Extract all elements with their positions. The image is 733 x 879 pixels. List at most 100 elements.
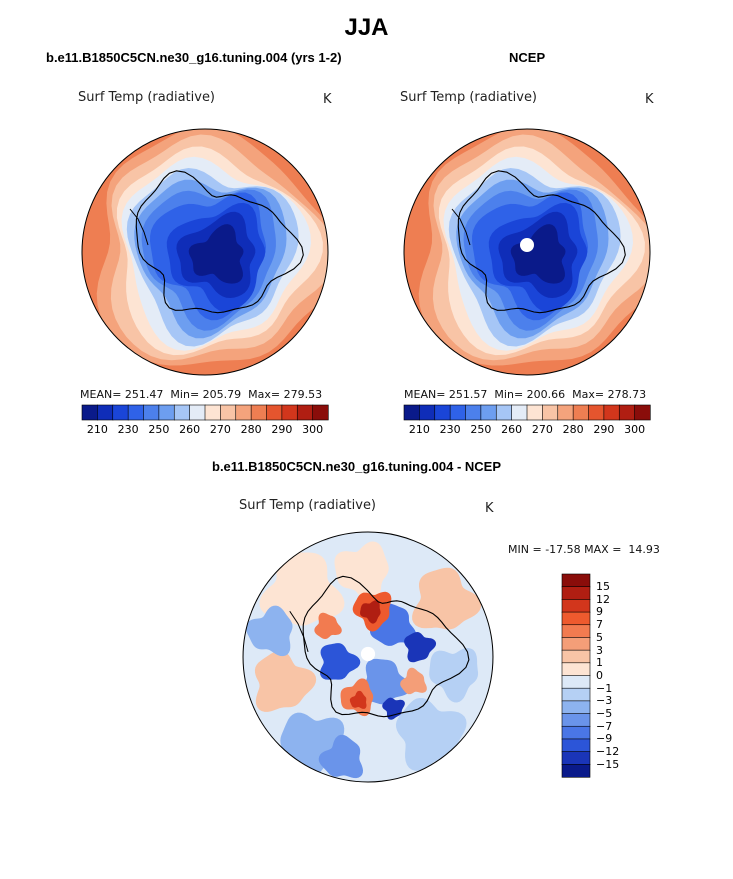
model-colorbar-tick: 290	[271, 423, 293, 436]
model-variable-label: Surf Temp (radiative)	[78, 90, 216, 105]
obs-units-label: K	[645, 92, 654, 107]
obs-colorbar-tick: 250	[470, 423, 492, 436]
obs-colorbar-swatch	[634, 404, 651, 421]
obs-colorbar-swatch	[449, 404, 467, 421]
diff-colorbar-tick: 0	[596, 668, 603, 682]
obs-colorbar	[403, 404, 651, 421]
diff-min-value: -17.58	[545, 543, 581, 556]
diff-peninsula-line	[289, 610, 309, 653]
diff-pole-mask	[360, 646, 376, 662]
diff-variable-label: Surf Temp (radiative)	[239, 498, 377, 513]
obs-colorbar-swatch	[419, 404, 436, 421]
diff-contour-patch	[382, 697, 405, 720]
obs-colorbar-swatch	[434, 404, 451, 421]
obs-colorbar-tick: 230	[439, 423, 461, 436]
diff-colorbar-swatch	[561, 637, 591, 651]
obs-max-label: Max=	[572, 388, 605, 401]
diff-contour-patch	[245, 605, 293, 657]
diff-panel-title: b.e11.B1850C5CN.ne30_g16.tuning.004 - NC…	[212, 459, 502, 474]
model-colorbar-tick: 230	[117, 423, 139, 436]
diff-contour-patch	[259, 552, 345, 626]
obs-colorbar-swatch	[526, 404, 543, 421]
obs-map-border	[403, 128, 651, 376]
diff-colorbar-tick: −1	[596, 681, 613, 695]
diff-contour-patch	[400, 667, 427, 695]
diff-colorbar-ticks: 15 12 9 7 5 3 1 0 −1 −3 −5 −7 −9 −12 −15	[596, 574, 636, 777]
diff-colorbar-swatch	[561, 687, 591, 702]
diff-stats: MIN = -17.58 MAX = 14.93	[508, 543, 660, 556]
diff-colorbar-tick: 5	[596, 630, 603, 644]
diff-map-border	[242, 531, 494, 783]
diff-colorbar-tick: 7	[596, 618, 603, 632]
diff-colorbar-tick: 1	[596, 656, 603, 670]
obs-contour-band	[510, 224, 566, 284]
model-min-value: 205.79	[202, 388, 242, 401]
diff-colorbar-swatch	[561, 725, 591, 740]
diff-coastline	[302, 575, 470, 718]
model-colorbar-tick: 250	[148, 423, 170, 436]
model-colorbar-swatch	[235, 404, 252, 421]
model-mean-value: 251.47	[124, 388, 164, 401]
model-mean-label: MEAN=	[80, 388, 122, 401]
obs-colorbar-swatch	[603, 404, 620, 421]
diff-colorbar	[561, 573, 591, 778]
model-colorbar-swatch	[97, 404, 114, 421]
obs-colorbar-swatch	[511, 404, 528, 421]
obs-panel-title: NCEP	[509, 50, 546, 65]
diff-colorbar-swatch	[561, 675, 591, 689]
obs-mean-value: 251.57	[448, 388, 488, 401]
diff-max-label: MAX =	[584, 543, 622, 556]
diff-colorbar-tick: −3	[596, 694, 613, 708]
diff-colorbar-tick: −5	[596, 706, 613, 720]
diff-colorbar-tick: 12	[596, 592, 610, 606]
model-colorbar-ticks: 210 230 250 260 270 280 290 300	[82, 423, 328, 437]
obs-colorbar-tick: 260	[501, 423, 523, 436]
diff-colorbar-swatch	[561, 751, 591, 765]
obs-min-value: 200.66	[526, 388, 566, 401]
obs-colorbar-ticks: 210 230 250 260 270 280 290 300	[404, 423, 650, 437]
obs-min-label: Min=	[494, 388, 524, 401]
model-stats: MEAN= 251.47 Min= 205.79 Max= 279.53	[80, 388, 322, 401]
diff-colorbar-swatch	[561, 599, 591, 613]
obs-pole-mask	[520, 238, 534, 252]
model-colorbar-tick: 210	[86, 423, 108, 436]
diff-min-label: MIN =	[508, 543, 542, 556]
obs-contours	[404, 129, 650, 375]
diff-colorbar-tick: −9	[596, 732, 613, 746]
obs-colorbar-swatch	[465, 404, 482, 421]
model-colorbar-tick: 260	[179, 423, 201, 436]
obs-coastline	[457, 170, 626, 314]
diff-contour-patch	[314, 612, 342, 640]
model-colorbar-swatch	[220, 404, 237, 421]
diff-colorbar-tick: 9	[596, 605, 603, 619]
diff-colorbar-swatch	[561, 649, 591, 664]
model-contours	[82, 129, 328, 375]
model-colorbar-swatch	[127, 404, 145, 421]
diff-colorbar-swatch	[561, 713, 591, 727]
diff-contour-patch	[254, 650, 317, 712]
diff-colorbar-tick: −7	[596, 719, 613, 733]
obs-colorbar-swatch	[618, 404, 636, 421]
obs-colorbar-tick: 270	[531, 423, 553, 436]
diff-colorbar-swatch	[561, 764, 591, 778]
diff-colorbar-tick: 15	[596, 580, 610, 594]
model-colorbar-swatch	[112, 404, 129, 421]
diff-colorbar-swatch	[561, 573, 591, 588]
model-colorbar-swatch	[250, 404, 268, 421]
model-colorbar-swatch	[81, 404, 98, 421]
diff-colorbar-swatch	[561, 700, 591, 715]
model-polar-map	[81, 128, 329, 376]
obs-colorbar-swatch	[557, 404, 574, 421]
obs-colorbar-tick: 300	[624, 423, 646, 436]
obs-colorbar-swatch	[403, 404, 420, 421]
model-colorbar-swatch	[312, 404, 329, 421]
diff-colorbar-tick: −12	[596, 744, 620, 758]
model-contour-band	[188, 224, 244, 284]
model-map-border	[81, 128, 329, 376]
model-colorbar-swatch	[266, 404, 283, 421]
diff-contour-patch	[412, 567, 482, 630]
obs-colorbar-swatch	[542, 404, 559, 421]
obs-variable-label: Surf Temp (radiative)	[400, 90, 538, 105]
diff-polar-map	[242, 531, 494, 783]
model-panel-title: b.e11.B1850C5CN.ne30_g16.tuning.004 (yrs…	[46, 50, 342, 65]
